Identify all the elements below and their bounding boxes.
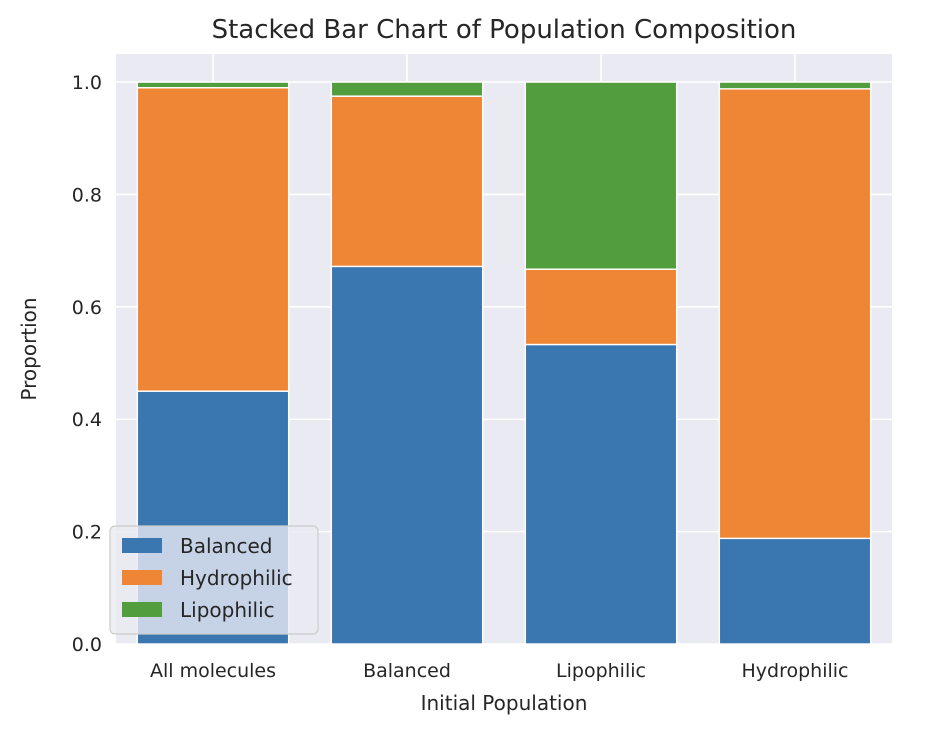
x-tick-label-0: All molecules xyxy=(150,660,276,682)
bar-hydrophilic-0 xyxy=(136,87,290,392)
y-tick-label-2: 0.4 xyxy=(72,409,102,431)
bar-lipophilic-3 xyxy=(718,81,872,90)
legend: Balanced Hydrophilic Lipophilic xyxy=(109,525,319,635)
x-tick-label-3: Hydrophilic xyxy=(742,660,849,682)
bar-lipophilic-2 xyxy=(524,81,678,270)
x-axis-label: Initial Population xyxy=(421,691,588,715)
bar-hydrophilic-3 xyxy=(718,88,872,540)
bar-balanced-2 xyxy=(524,343,678,645)
y-tick-label-4: 0.8 xyxy=(72,184,102,206)
legend-items: Balanced Hydrophilic Lipophilic xyxy=(122,534,293,622)
bar-balanced-3 xyxy=(718,537,872,645)
y-tick-label-0: 0.0 xyxy=(72,634,102,656)
y-tick-labels: 0.0 0.2 0.4 0.6 0.8 1.0 xyxy=(72,72,102,656)
legend-label-hydrophilic: Hydrophilic xyxy=(180,566,293,590)
chart-title: Stacked Bar Chart of Population Composit… xyxy=(212,15,797,45)
y-tick-label-1: 0.2 xyxy=(72,522,102,544)
x-tick-labels: All molecules Balanced Lipophilic Hydrophil… xyxy=(150,660,849,682)
bar-hydrophilic-1 xyxy=(330,95,484,268)
x-tick-label-1: Balanced xyxy=(363,660,451,682)
y-axis-label: Proportion xyxy=(17,297,41,400)
bar-balanced-1 xyxy=(330,265,484,645)
legend-swatch-balanced xyxy=(122,538,162,553)
bar-lipophilic-1 xyxy=(330,81,484,97)
legend-swatch-hydrophilic xyxy=(122,570,162,585)
bar-lipophilic-0 xyxy=(136,81,290,89)
legend-swatch-lipophilic xyxy=(122,602,162,617)
y-tick-label-5: 1.0 xyxy=(72,72,102,94)
y-tick-label-3: 0.6 xyxy=(72,297,102,319)
legend-label-balanced: Balanced xyxy=(180,534,272,558)
x-tick-label-2: Lipophilic xyxy=(556,660,646,682)
bar-hydrophilic-2 xyxy=(524,268,678,346)
legend-label-lipophilic: Lipophilic xyxy=(180,598,275,622)
